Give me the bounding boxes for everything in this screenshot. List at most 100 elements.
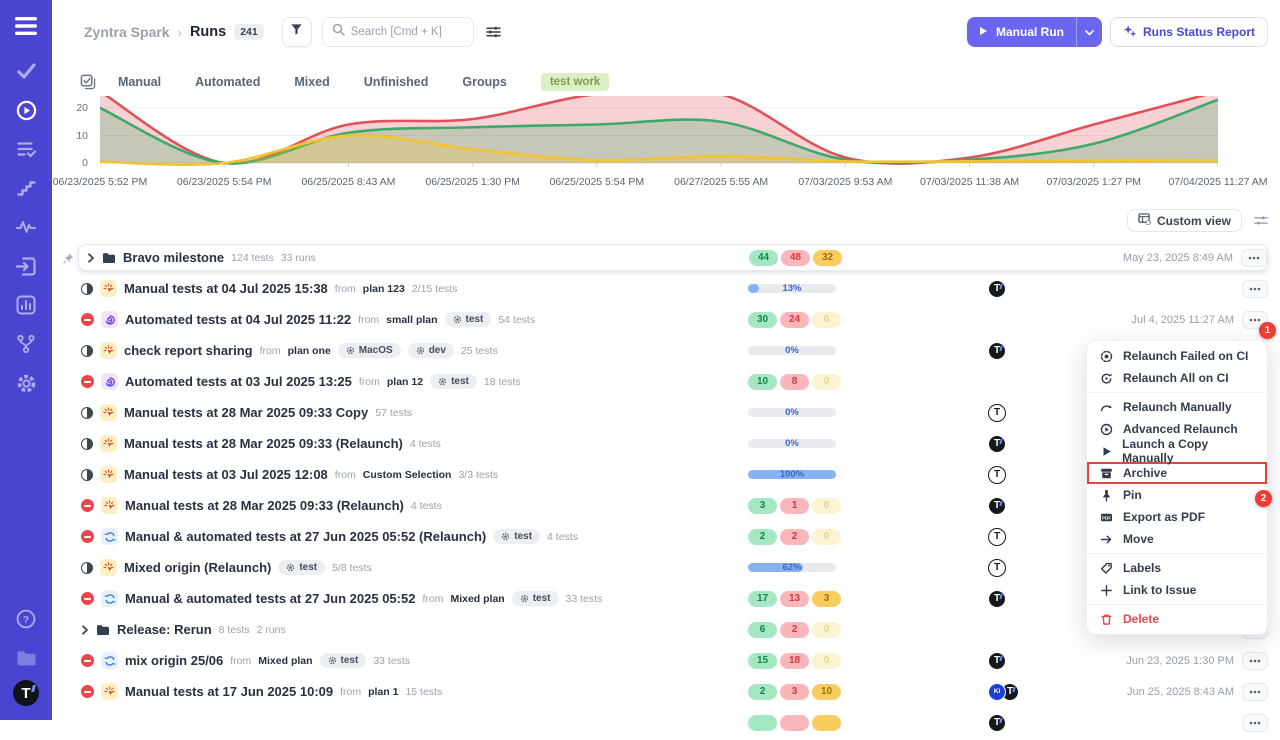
adjustments-icon[interactable] [485,25,501,39]
run-row[interactable]: check report sharing from plan one MacOS dev… [64,337,1268,364]
sidebar-item-milestones[interactable] [0,171,52,210]
filter-tab-manual[interactable]: Manual [118,75,162,89]
sidebar-item-branches[interactable] [0,327,52,366]
menu-item-launch-a-copy-manually[interactable]: Launch a Copy Manually [1087,437,1267,465]
menu-item-advanced-relaunch[interactable]: Advanced Relaunch [1087,418,1267,440]
chevron-right-icon[interactable] [81,624,89,635]
sidebar-item-runs[interactable] [0,93,52,132]
more-button[interactable] [1242,713,1268,732]
status-inprogress-icon [81,437,93,450]
more-button[interactable] [1241,248,1267,267]
avatar[interactable]: KI [988,682,1006,701]
plan-name[interactable]: plan 1 [368,685,399,698]
run-title[interactable]: mix origin 25/06 [125,653,224,668]
filter-tab-mixed[interactable]: Mixed [294,75,330,89]
filter-tab-automated[interactable]: Automated [195,75,261,89]
sidebar-item-tests[interactable] [0,54,52,93]
run-row[interactable]: Mixed origin (Relaunch) test 5/8 tests 62%… [64,554,1268,581]
menu-hamburger-icon[interactable] [15,17,37,40]
menu-item-move[interactable]: Move [1087,528,1267,550]
view-settings-icon[interactable] [1254,214,1268,227]
sidebar-item-projects[interactable] [0,641,52,680]
run-title[interactable]: Manual tests at 28 Mar 2025 09:33 (Relau… [124,436,403,451]
run-title[interactable]: Release: Rerun [117,622,212,637]
plan-name[interactable]: plan 12 [386,375,424,388]
sidebar-item-help[interactable]: ? [0,602,52,641]
filter-tab-groups[interactable]: Groups [462,75,507,89]
run-row[interactable]: mix origin 25/06 from Mixed plan test 33 tes… [64,647,1268,674]
plan-name[interactable]: small plan [386,313,438,326]
run-title[interactable]: Automated tests at 04 Jul 2025 11:22 [125,312,352,327]
manual-run-button[interactable]: Manual Run [966,17,1102,47]
run-title[interactable]: Manual & automated tests at 27 Jun 2025 … [125,529,487,544]
active-filter-tag[interactable]: test work [540,73,610,91]
sidebar-item-activity[interactable] [0,210,52,249]
menu-item-archive[interactable]: Archive [1087,462,1267,484]
sidebar-item-import[interactable] [0,249,52,288]
run-title[interactable]: Manual tests at 28 Mar 2025 09:33 (Relau… [125,498,404,513]
avatar[interactable]: T [988,527,1006,546]
manual-run-dropdown[interactable] [1075,17,1102,47]
filter-tab-unfinished[interactable]: Unfinished [363,75,429,89]
avatar[interactable]: T [988,465,1006,484]
filter-button[interactable] [281,17,312,47]
select-runs-icon[interactable] [80,74,96,90]
menu-item-delete[interactable]: Delete [1087,608,1267,630]
avatar[interactable]: T [988,496,1006,515]
plan-name[interactable]: plan 123 [362,282,405,295]
run-title[interactable]: Manual tests at 28 Mar 2025 09:33 Copy [124,405,369,420]
more-button[interactable] [1242,682,1268,701]
menu-item-link-to-issue[interactable]: Link to Issue [1087,579,1267,601]
run-row[interactable]: Manual & automated tests at 27 Jun 2025 … [64,585,1268,612]
workspace-logo[interactable]: T [13,680,39,706]
menu-item-relaunch-all-on-ci[interactable]: Relaunch All on CI [1087,367,1267,389]
menu-item-relaunch-failed-on-ci[interactable]: Relaunch Failed on CI [1087,345,1267,367]
avatar[interactable]: T [988,589,1006,608]
folder-row[interactable]: Bravo milestone 124 tests 33 runs 44 48 32 M… [63,244,1268,271]
search-box[interactable] [321,17,474,47]
run-title[interactable]: Bravo milestone [123,250,225,265]
menu-item-relaunch-manually[interactable]: Relaunch Manually [1087,396,1267,418]
plan-name[interactable]: Custom Selection [362,468,452,481]
avatar[interactable]: T [988,558,1006,577]
plan-name[interactable]: plan one [287,344,331,357]
menu-item-export-as-pdf[interactable]: PDF Export as PDF [1087,506,1267,528]
breadcrumb-page[interactable]: Runs [189,24,227,40]
breadcrumb-project[interactable]: Zyntra Spark [84,24,170,40]
more-button[interactable] [1242,651,1268,670]
run-title[interactable]: check report sharing [124,343,253,358]
sidebar-item-settings[interactable] [0,366,52,405]
plan-name[interactable]: Mixed plan [450,592,505,605]
chevron-right-icon[interactable] [87,252,95,263]
avatar[interactable]: T [988,434,1006,453]
plan-name[interactable]: Mixed plan [258,654,313,667]
run-title[interactable]: Manual & automated tests at 27 Jun 2025 … [125,591,416,606]
run-row[interactable]: T [64,709,1268,736]
run-title[interactable]: Manual tests at 03 Jul 2025 12:08 [124,467,328,482]
run-title[interactable]: Mixed origin (Relaunch) [124,560,272,575]
sidebar-item-plans[interactable] [0,132,52,171]
search-input[interactable] [350,26,466,38]
avatar[interactable]: T [988,713,1006,732]
avatar[interactable]: T [988,279,1006,298]
sidebar-item-analytics[interactable] [0,288,52,327]
custom-view-button[interactable]: Custom view [1126,209,1242,232]
avatar[interactable]: T [988,403,1006,422]
run-title[interactable]: Manual tests at 17 Jun 2025 10:09 [125,684,334,699]
runs-status-report-button[interactable]: Runs Status Report [1109,17,1268,47]
run-row[interactable]: Automated tests at 03 Jul 2025 13:25 from… [64,368,1268,395]
run-title[interactable]: Manual tests at 04 Jul 2025 15:38 [124,281,328,296]
menu-item-pin[interactable]: Pin [1087,484,1267,506]
run-title[interactable]: Automated tests at 03 Jul 2025 13:25 [125,374,352,389]
run-row[interactable]: Automated tests at 04 Jul 2025 11:22 from… [64,306,1268,333]
avatar[interactable]: T [988,341,1006,360]
menu-item-labels[interactable]: Labels [1087,557,1267,579]
passed-count-badge: 17 [748,590,777,607]
more-button[interactable] [1242,279,1268,298]
run-row[interactable]: Manual & automated tests at 27 Jun 2025 … [64,523,1268,550]
run-row[interactable]: Manual tests at 17 Jun 2025 10:09 from pla… [64,678,1268,705]
avatar[interactable]: T [988,651,1006,670]
run-row[interactable]: Manual tests at 04 Jul 2025 15:38 from pla… [64,275,1268,302]
run-row[interactable]: Manual tests at 28 Mar 2025 09:33 Copy 57… [64,399,1268,426]
